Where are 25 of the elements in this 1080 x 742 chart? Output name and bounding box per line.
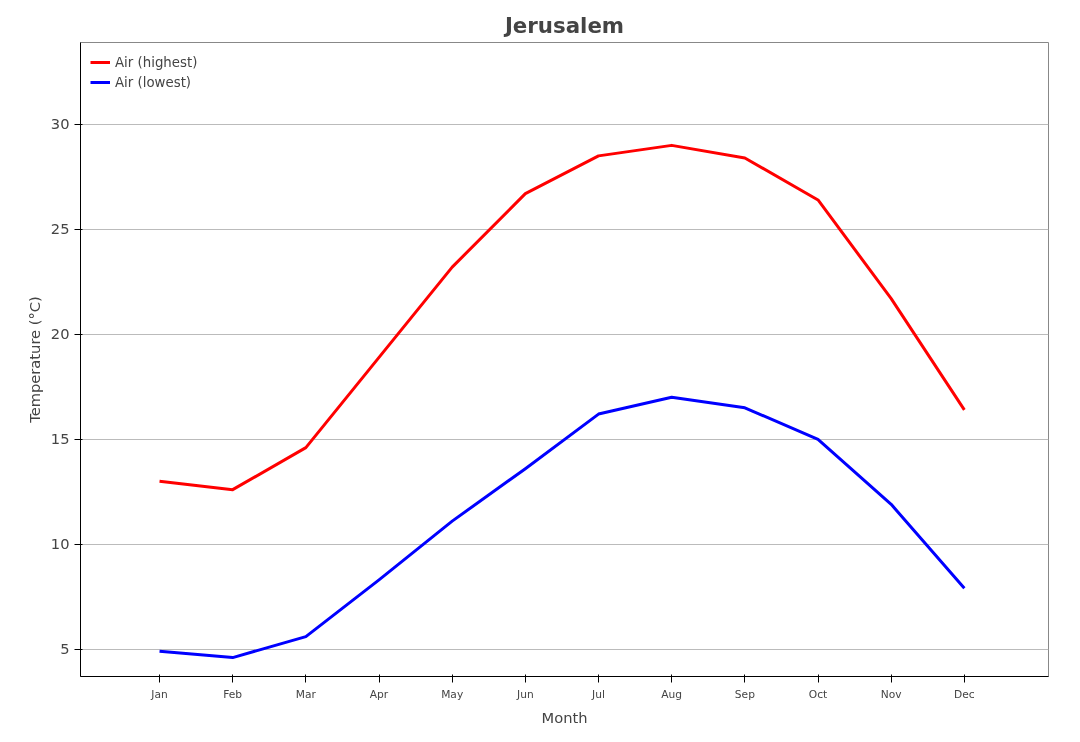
y-axis-title: Temperature (°C) — [25, 296, 43, 424]
x-tick-label: Apr — [369, 687, 389, 701]
x-tick-label: Jan — [150, 687, 168, 701]
x-tick-label: Feb — [223, 687, 243, 701]
y-tick-label: 10 — [50, 535, 70, 553]
x-tick-label: Sep — [734, 687, 756, 701]
y-tick-label: 20 — [50, 325, 70, 343]
chart-title: Jerusalem — [502, 12, 625, 38]
y-tick-label: 30 — [50, 115, 70, 133]
x-tick-label: Nov — [880, 687, 902, 701]
y-tick-label: 15 — [50, 430, 70, 448]
x-tick-label: Aug — [661, 687, 683, 701]
x-tick-label: Oct — [808, 687, 828, 701]
line-series — [158, 395, 966, 660]
x-tick-label: Jun — [516, 687, 534, 701]
x-tick-label: Mar — [295, 687, 317, 701]
line-series — [158, 143, 966, 492]
legend-label: Air (highest) — [115, 54, 198, 70]
x-tick-label: Dec — [954, 687, 975, 701]
y-tick-label: 25 — [50, 220, 70, 238]
x-axis-title: Month — [541, 708, 588, 726]
y-tick-label: 5 — [60, 640, 70, 658]
legend-label: Air (lowest) — [115, 74, 192, 90]
x-tick-label: Jul — [591, 687, 605, 701]
x-tick-label: May — [441, 687, 464, 701]
